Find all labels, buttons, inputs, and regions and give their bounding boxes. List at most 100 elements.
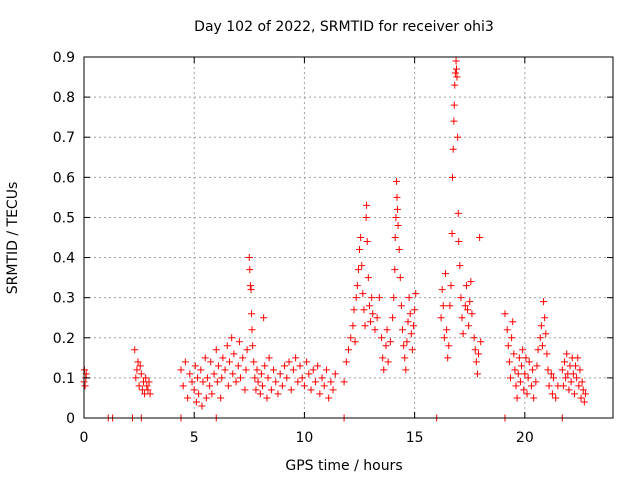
data-point <box>437 314 445 322</box>
data-point <box>510 350 518 358</box>
data-point <box>311 378 319 386</box>
data-point <box>135 382 143 390</box>
data-point <box>462 282 470 290</box>
data-point <box>508 334 516 342</box>
x-tick-label: 5 <box>190 430 199 446</box>
y-axis-label: SRMTID / TECUs <box>5 182 21 295</box>
data-point <box>547 370 555 378</box>
y-tick-label: 0.5 <box>53 210 75 226</box>
data-point <box>393 205 401 213</box>
data-point <box>503 326 511 334</box>
data-point <box>253 366 261 374</box>
data-point <box>352 294 360 302</box>
data-point <box>318 374 326 382</box>
data-point <box>213 378 221 386</box>
data-point <box>263 394 271 402</box>
data-point <box>373 314 381 322</box>
data-point <box>133 366 141 374</box>
data-point <box>532 378 540 386</box>
data-point <box>446 302 454 310</box>
data-point <box>501 310 509 318</box>
data-point <box>536 334 544 342</box>
data-point <box>234 362 242 370</box>
data-point <box>399 326 407 334</box>
data-point <box>394 221 402 229</box>
data-point <box>540 298 548 306</box>
data-point <box>248 326 256 334</box>
data-point <box>225 358 233 366</box>
data-point <box>246 282 254 290</box>
data-point <box>350 306 358 314</box>
data-point <box>181 358 189 366</box>
data-point <box>570 390 578 398</box>
data-point <box>360 306 368 314</box>
data-point <box>453 73 461 81</box>
data-point <box>134 358 142 366</box>
data-point <box>459 330 467 338</box>
data-point <box>465 322 473 330</box>
data-point <box>447 282 455 290</box>
data-point <box>145 378 153 386</box>
data-point <box>505 358 513 366</box>
data-point <box>512 382 520 390</box>
y-tick-label: 0 <box>66 411 75 427</box>
data-point <box>507 374 515 382</box>
data-point <box>408 346 416 354</box>
data-point <box>509 318 517 326</box>
data-point <box>443 326 451 334</box>
data-point <box>538 342 546 350</box>
data-point <box>206 382 214 390</box>
data-point <box>375 294 383 302</box>
data-point <box>345 346 352 354</box>
ticks-layer: 0 0.1 0.2 0.3 0.4 0.5 0.6 0.7 0.8 0.9 0 5 10 15 20 <box>53 50 613 446</box>
data-point <box>239 354 247 362</box>
data-point <box>256 390 264 398</box>
data-point <box>81 382 89 390</box>
data-point <box>392 213 400 221</box>
data-point <box>241 386 249 394</box>
data-point <box>558 366 566 374</box>
data-point <box>179 382 187 390</box>
data-point <box>357 234 365 241</box>
data-point <box>511 366 519 374</box>
data-point <box>250 358 258 366</box>
data-point <box>439 302 447 310</box>
x-tick-label: 20 <box>516 430 534 446</box>
data-point <box>314 362 322 370</box>
data-point <box>195 390 203 398</box>
data-point <box>389 314 397 322</box>
data-point <box>456 262 464 270</box>
y-tick-label: 0.8 <box>53 90 75 106</box>
data-point <box>563 350 571 358</box>
data-point <box>470 334 478 342</box>
data-point <box>537 322 545 330</box>
data-point <box>473 370 481 378</box>
data-point <box>331 370 339 378</box>
data-point <box>383 326 391 334</box>
data-point <box>260 314 268 322</box>
data-point <box>272 378 280 386</box>
data-point <box>410 322 418 330</box>
data-point <box>207 358 215 366</box>
data-point <box>322 366 330 374</box>
data-point <box>177 366 185 374</box>
chart-title: Day 102 of 2022, SRMTID for receiver ohi… <box>194 19 494 35</box>
data-point <box>544 366 552 374</box>
data-point <box>278 382 286 390</box>
y-tick-label: 0.9 <box>53 50 75 66</box>
data-point <box>248 310 256 318</box>
data-point <box>354 266 362 274</box>
data-point <box>292 354 300 362</box>
data-point <box>232 378 240 386</box>
data-point <box>477 338 485 346</box>
data-point <box>186 370 194 378</box>
data-point <box>396 274 404 282</box>
data-point <box>368 294 376 302</box>
data-point <box>378 334 386 342</box>
data-point <box>300 382 308 390</box>
data-point <box>441 270 449 278</box>
data-point <box>475 350 483 358</box>
data-point <box>400 342 408 350</box>
data-point <box>307 386 315 394</box>
data-point <box>504 342 512 350</box>
